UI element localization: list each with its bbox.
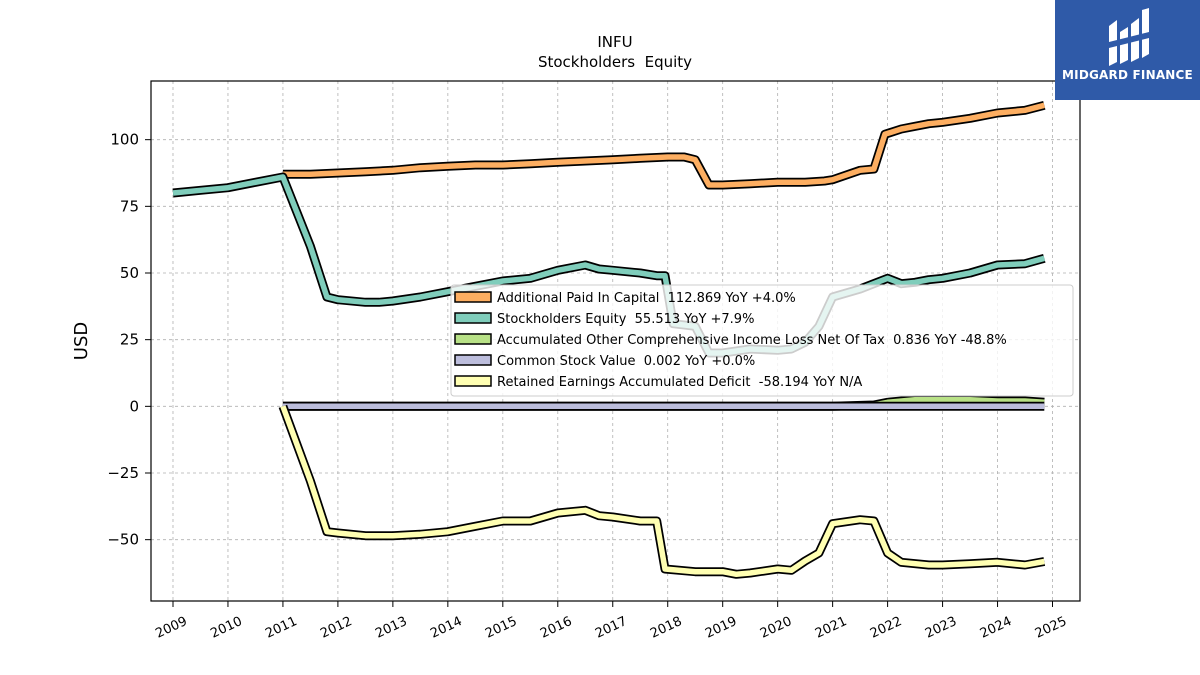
legend-swatch xyxy=(454,375,492,387)
legend-entry: Stockholders Equity 55.513 YoY +7.9% xyxy=(497,312,754,327)
y-tick-label: 25 xyxy=(120,331,139,349)
legend-swatch xyxy=(454,291,492,303)
midgard-logo-icon xyxy=(1109,8,1149,66)
legend-swatch xyxy=(454,312,492,324)
chart-subtitle: Stockholders Equity xyxy=(538,53,692,71)
y-tick-label: 50 xyxy=(120,264,139,282)
legend-entry: Common Stock Value 0.002 YoY +0.0% xyxy=(497,354,755,369)
series-line xyxy=(280,405,1045,578)
y-tick-label: 75 xyxy=(120,197,139,215)
y-axis-label: USD xyxy=(71,322,92,360)
y-tick-label: 100 xyxy=(110,131,139,149)
legend-entry: Accumulated Other Comprehensive Income L… xyxy=(497,333,1007,348)
brand-logo: MIDGARD FINANCE xyxy=(1055,0,1200,100)
series-lines xyxy=(172,100,1046,579)
plot-frame xyxy=(150,80,1081,602)
legend-swatch xyxy=(454,354,492,366)
series-line xyxy=(172,174,1046,356)
series-line xyxy=(282,102,1045,188)
chart-title: INFU xyxy=(597,33,632,51)
legend-swatch xyxy=(454,333,492,345)
y-tick-label: −25 xyxy=(107,464,139,482)
y-tick-label: 0 xyxy=(129,397,139,415)
y-tick-label: −50 xyxy=(107,531,139,549)
legend: Additional Paid In Capital 112.869 YoY +… xyxy=(450,284,1074,397)
brand-name: MIDGARD FINANCE xyxy=(1062,68,1193,82)
legend-box xyxy=(450,284,1074,397)
legend-entry: Retained Earnings Accumulated Deficit -5… xyxy=(497,375,862,390)
legend-entry: Additional Paid In Capital 112.869 YoY +… xyxy=(497,291,796,306)
